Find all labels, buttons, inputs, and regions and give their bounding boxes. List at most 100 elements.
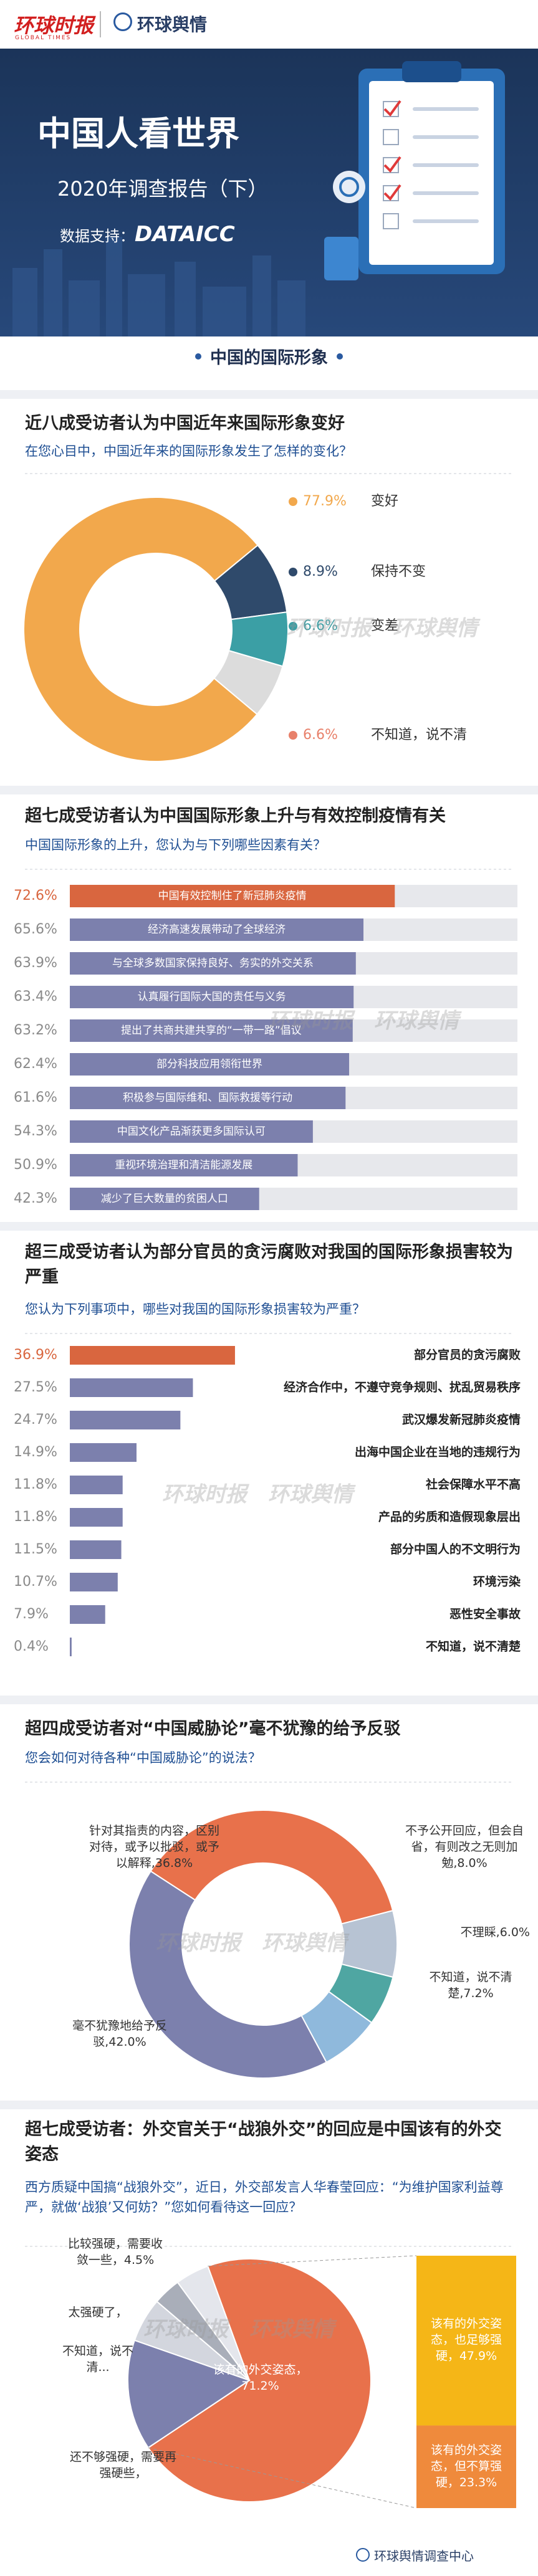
segment-label-value: 47.9% (459, 2349, 497, 2364)
legend-label: 保持不变 (371, 564, 426, 580)
bar-label: 部分官员的贪污腐败 (414, 1348, 521, 1362)
slice-label: 还不够强硬，需要再强硬些， (69, 2449, 178, 2481)
watermark: 环球时报 (143, 2317, 231, 2342)
section-subtitle: 中国国际形象的上升，您认为与下列哪些因素有关？ (25, 837, 326, 852)
bar-label: 武汉爆发新冠肺炎疫情 (402, 1413, 521, 1427)
slice-label: 比较强硬，需要收敛一些，4.5% (62, 2236, 168, 2268)
legend-swatch (289, 731, 297, 740)
dividers (25, 473, 513, 2247)
slice-label: 该有的外交姿态， 71.2% (209, 2362, 312, 2394)
value-label: 0.4% (14, 1639, 49, 1654)
bar (70, 1411, 181, 1429)
bar-label: 出海中国企业在当地的违规行为 (355, 1445, 521, 1459)
slice-label: 针对其指责的内容，区别对待，或予以批驳，或予以解释,36.8% (87, 1823, 221, 1871)
segment-label: 该有的外交姿态，但不算强硬，23.3% (421, 2442, 511, 2491)
bar (70, 1154, 298, 1176)
value-label: 72.6% (14, 888, 57, 904)
bar-label: 经济合作中，不遵守竞争规则、扰乱贸易秩序 (284, 1380, 521, 1395)
value-label: 14.9% (14, 1444, 57, 1460)
data-support-label: 数据支持： (60, 227, 135, 245)
value-label: 42.3% (14, 1191, 57, 1206)
clipboard-illustration (324, 61, 505, 280)
bar (70, 1053, 350, 1076)
bar (70, 1508, 123, 1527)
legend-value: 6.6% (303, 727, 338, 743)
slice-label-value: 42.0% (108, 2035, 147, 2049)
watermark: 环球舆情 (374, 1009, 462, 1034)
data-partner: DATAICC (135, 222, 235, 247)
bar (70, 885, 395, 907)
bar-label: 中国有效控制住了新冠肺炎疫情 (158, 890, 307, 902)
bar-label: 部分中国人的不文明行为 (390, 1542, 521, 1557)
value-label: 63.4% (14, 989, 57, 1004)
slice-label-name: 不予公开回应，但会自省，有则改之无则加勉, (405, 1824, 524, 1870)
slice-label-name: 针对其指责的内容，区别对待，或予以批驳，或予以解释, (89, 1824, 219, 1870)
legend-swatch (289, 568, 297, 576)
watermark: 环球时报 (287, 616, 375, 641)
slice-label-name: 不知道，说不清... (62, 2344, 133, 2374)
watermark: 环球舆情 (249, 2317, 337, 2342)
slice-label-name: 还不够强硬，需要再强硬些， (69, 2450, 176, 2480)
bar-label: 恶性安全事故 (449, 1607, 521, 1621)
bar (70, 1019, 353, 1042)
section-subtitle: 在您心目中，中国近年来的国际形象发生了怎样的变化？ (25, 444, 352, 459)
slice-label-value: 6.0% (499, 1925, 530, 1939)
legend-label: 变差 (371, 618, 398, 634)
section-subtitle: 西方质疑中国搞“战狼外交”，近日，外交部发言人华春莹回应：“为维护国家利益尊严，… (25, 2180, 504, 2215)
section-title: 超三成受访者认为部分官员的贪污腐败对我国的国际形象损害较为严重 (25, 1243, 513, 1287)
value-label: 54.3% (14, 1123, 57, 1139)
section-subtitle: 您会如何对待各种“中国威胁论”的说法？ (25, 1750, 261, 1765)
bar-label: 与全球多数国家保持良好、务实的外交关系 (112, 957, 314, 970)
logo-globe (113, 12, 132, 31)
section-banner: 中国的国际形象 (210, 348, 328, 368)
slice-label-name: 比较强硬，需要收敛一些， (67, 2237, 163, 2267)
logo-huanqiu: 环球舆情 (137, 14, 208, 35)
logo-bar (0, 0, 538, 49)
logo-globaltimes: 环球时报 (14, 14, 94, 37)
stack-segment (416, 2425, 516, 2508)
slice-label: 不知道，说不清... (57, 2343, 138, 2375)
pie-slice (147, 2258, 372, 2502)
banner-dot (337, 353, 343, 360)
separator (0, 786, 538, 794)
pie-slice (23, 497, 259, 762)
bar (70, 952, 356, 975)
footer: 环球舆情调查中心 (374, 2549, 474, 2564)
bar-label: 重视环境治理和清洁能源发展 (115, 1159, 252, 1171)
value-label: 65.6% (14, 922, 57, 937)
logo-divider (100, 11, 101, 37)
stack-segment (416, 2256, 516, 2426)
bar-label: 积极参与国际维和、国际救援等行动 (123, 1092, 292, 1104)
slice-label-value: 71.2% (241, 2379, 279, 2393)
pie-slice (127, 2339, 251, 2449)
section-subtitle: 您认为下列事项中，哪些对我国的国际形象损害较为严重？ (25, 1302, 365, 1317)
slice-label: 毫不犹豫地给予反驳,42.0% (57, 2018, 182, 2050)
bar-label: 经济高速发展带动了全球经济 (148, 923, 286, 936)
pie-slice (150, 1810, 394, 1925)
value-label: 11.5% (14, 1542, 57, 1557)
slice-label: 不知道，说不清楚,7.2% (411, 1969, 530, 2001)
value-label: 36.9% (14, 1347, 57, 1363)
separator (0, 390, 538, 399)
slice-label: 太强硬了， (57, 2304, 138, 2321)
value-label: 62.4% (14, 1056, 57, 1072)
segment-label-value: 23.3% (459, 2475, 497, 2489)
skyline (12, 237, 305, 336)
bar-label: 部分科技应用领衔世界 (156, 1058, 262, 1071)
bar-label: 产品的劣质和造假现象层出 (378, 1510, 521, 1524)
pie-slice (213, 649, 284, 715)
slice-label-name: 太强硬了， (68, 2306, 128, 2319)
slice-label-value: 7.2% (463, 1987, 494, 2000)
connector (208, 2255, 417, 2267)
bar (70, 1087, 346, 1109)
slice-label: 不予公开回应，但会自省，有则改之无则加勉,8.0% (399, 1823, 530, 1871)
value-label: 50.9% (14, 1157, 57, 1173)
separator (0, 1222, 538, 1231)
pie-slice (128, 1870, 327, 2079)
bar (70, 1188, 259, 1210)
legend-swatch (289, 622, 297, 631)
bar (70, 918, 364, 941)
value-label: 11.8% (14, 1477, 57, 1492)
segment-label-name: 该有的外交姿态，也足够强硬， (430, 2317, 502, 2364)
legend-value: 6.6% (303, 618, 338, 634)
